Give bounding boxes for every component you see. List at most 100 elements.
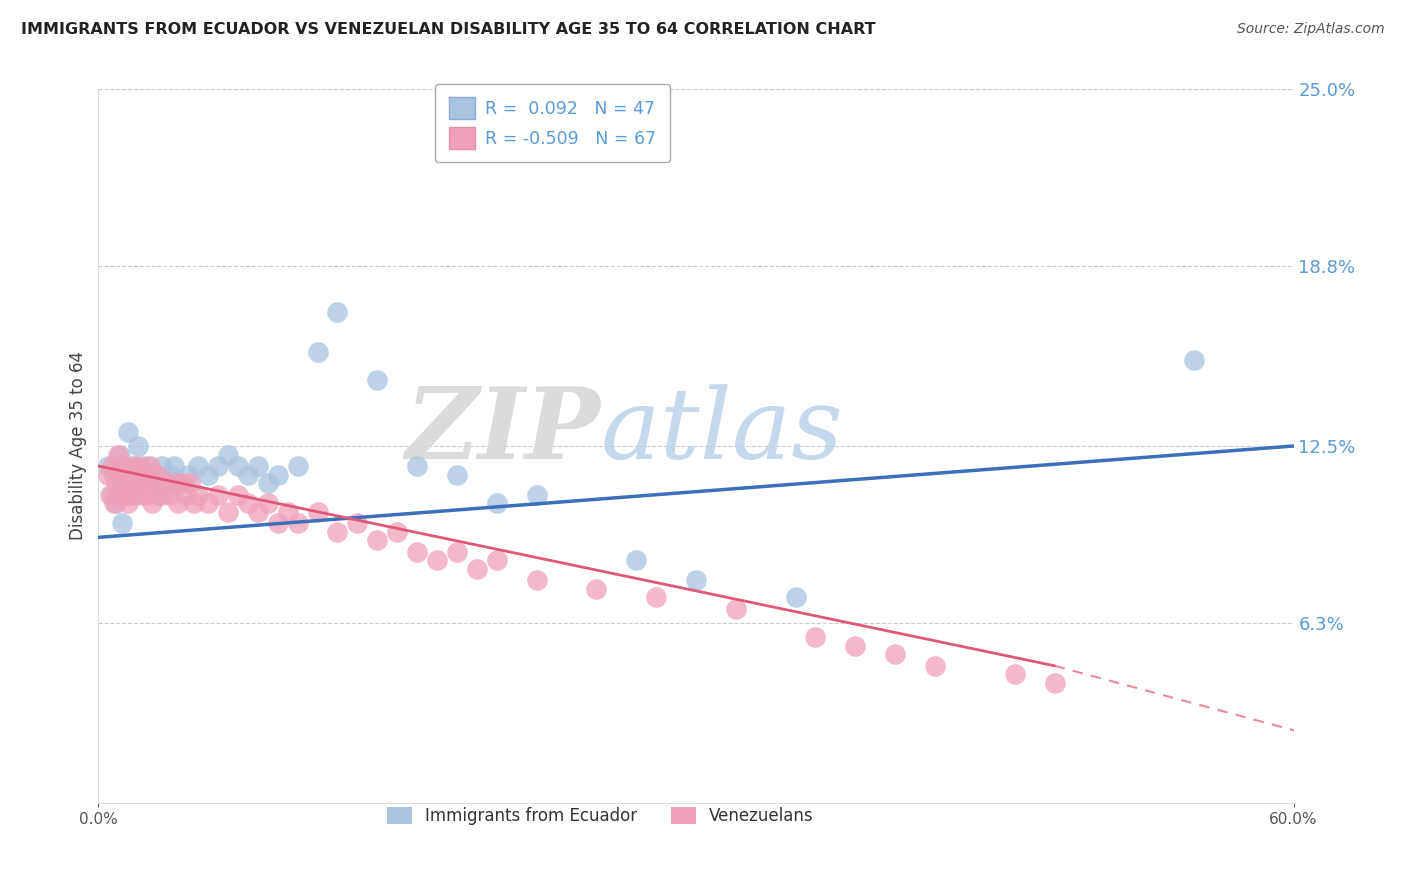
Point: [107, 476, 129, 491]
Point: [174, 487, 197, 501]
Point: [485, 553, 508, 567]
Point: [406, 458, 429, 473]
Point: [124, 487, 146, 501]
Point: [172, 476, 194, 491]
Point: [117, 467, 139, 482]
Point: [267, 467, 290, 482]
Legend: Immigrants from Ecuador, Venezuelans: Immigrants from Ecuador, Venezuelans: [378, 799, 823, 834]
Point: [148, 487, 170, 501]
Point: [120, 476, 142, 491]
Point: [112, 476, 135, 491]
Point: [465, 562, 488, 576]
Point: [217, 448, 239, 462]
Point: [134, 467, 156, 482]
Point: [143, 476, 166, 491]
Point: [105, 476, 128, 491]
Point: [112, 467, 135, 482]
Point: [485, 496, 508, 510]
Point: [115, 487, 138, 501]
Point: [139, 458, 162, 473]
Point: [804, 630, 827, 644]
Point: [120, 467, 142, 482]
Point: [148, 467, 170, 482]
Point: [366, 373, 388, 387]
Point: [724, 601, 747, 615]
Point: [217, 505, 239, 519]
Text: ZIP: ZIP: [405, 384, 600, 480]
Point: [426, 553, 449, 567]
Point: [107, 487, 129, 501]
Point: [785, 591, 807, 605]
Point: [187, 458, 209, 473]
Point: [307, 505, 329, 519]
Text: IMMIGRANTS FROM ECUADOR VS VENEZUELAN DISABILITY AGE 35 TO 64 CORRELATION CHART: IMMIGRANTS FROM ECUADOR VS VENEZUELAN DI…: [21, 22, 876, 37]
Point: [267, 516, 290, 530]
Point: [150, 487, 173, 501]
Y-axis label: Disability Age 35 to 64: Disability Age 35 to 64: [69, 351, 87, 541]
Point: [685, 573, 707, 587]
Point: [226, 487, 249, 501]
Point: [256, 496, 278, 510]
Point: [110, 448, 132, 462]
Point: [844, 639, 866, 653]
Point: [129, 458, 152, 473]
Point: [121, 458, 143, 473]
Point: [101, 458, 124, 473]
Point: [101, 487, 124, 501]
Point: [155, 476, 177, 491]
Point: [135, 476, 157, 491]
Point: [167, 496, 190, 510]
Point: [346, 516, 368, 530]
Point: [98, 487, 122, 501]
Point: [97, 458, 120, 473]
Point: [645, 591, 668, 605]
Point: [117, 425, 139, 439]
Point: [277, 505, 299, 519]
Text: atlas: atlas: [600, 384, 844, 479]
Point: [121, 476, 143, 491]
Point: [366, 533, 388, 548]
Point: [136, 487, 159, 501]
Point: [110, 467, 132, 482]
Point: [103, 496, 125, 510]
Point: [124, 487, 146, 501]
Point: [125, 458, 148, 473]
Point: [127, 476, 149, 491]
Point: [167, 476, 190, 491]
Point: [1043, 676, 1066, 690]
Point: [626, 553, 648, 567]
Point: [97, 467, 120, 482]
Point: [526, 487, 548, 501]
Point: [226, 458, 249, 473]
Point: [115, 487, 138, 501]
Point: [207, 458, 229, 473]
Point: [131, 487, 153, 501]
Point: [1004, 667, 1026, 681]
Point: [131, 467, 153, 482]
Point: [107, 448, 129, 462]
Text: Source: ZipAtlas.com: Source: ZipAtlas.com: [1237, 22, 1385, 37]
Point: [111, 458, 134, 473]
Point: [105, 496, 128, 510]
Point: [446, 544, 468, 558]
Point: [103, 467, 125, 482]
Point: [924, 658, 946, 673]
Point: [159, 487, 181, 501]
Point: [159, 467, 181, 482]
Point: [143, 467, 166, 482]
Point: [163, 476, 186, 491]
Point: [326, 305, 349, 319]
Point: [526, 573, 548, 587]
Point: [256, 476, 278, 491]
Point: [197, 496, 219, 510]
Point: [139, 476, 162, 491]
Point: [141, 496, 163, 510]
Point: [183, 496, 205, 510]
Point: [446, 467, 468, 482]
Point: [125, 467, 148, 482]
Point: [117, 496, 139, 510]
Point: [236, 467, 259, 482]
Point: [111, 516, 134, 530]
Point: [287, 458, 309, 473]
Point: [884, 648, 907, 662]
